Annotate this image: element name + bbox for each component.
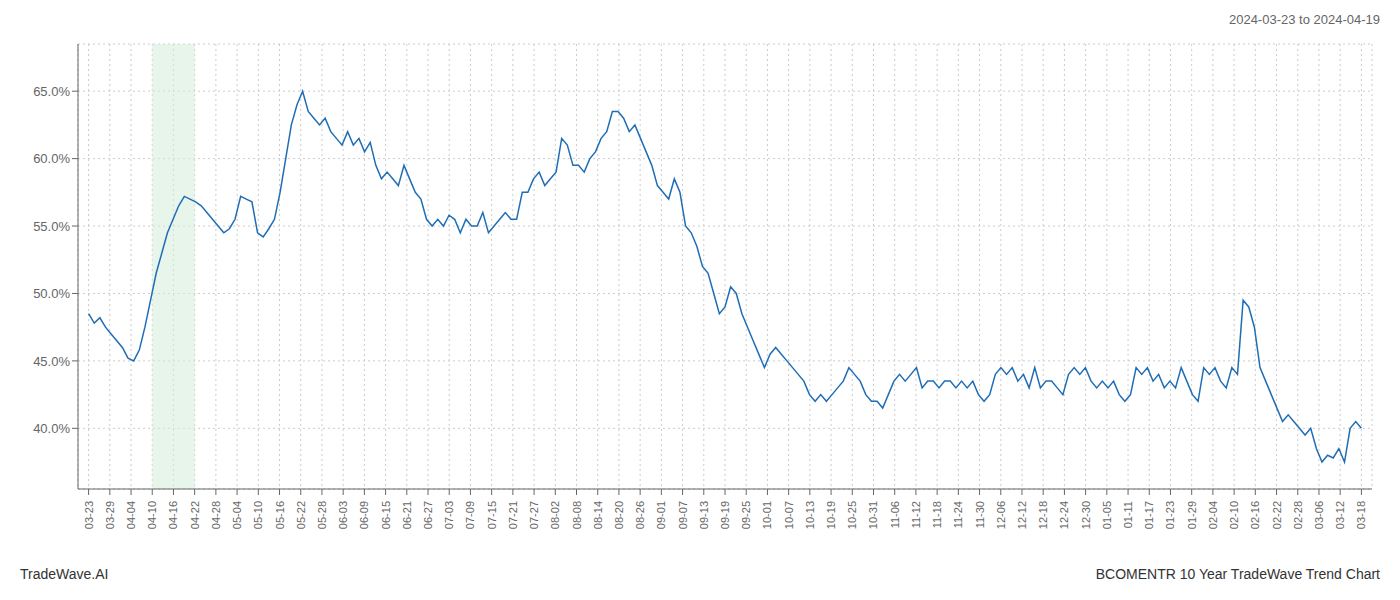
svg-text:10-07: 10-07 xyxy=(783,501,795,529)
svg-text:03-12: 03-12 xyxy=(1334,501,1346,529)
svg-text:08-26: 08-26 xyxy=(634,501,646,529)
svg-text:03-06: 03-06 xyxy=(1313,501,1325,529)
svg-text:05-04: 05-04 xyxy=(231,501,243,529)
svg-text:11-12: 11-12 xyxy=(910,501,922,528)
svg-text:09-07: 09-07 xyxy=(677,501,689,529)
svg-text:11-06: 11-06 xyxy=(889,501,901,528)
svg-text:12-06: 12-06 xyxy=(995,501,1007,529)
svg-text:11-30: 11-30 xyxy=(974,501,986,528)
svg-text:60.0%: 60.0% xyxy=(33,151,70,166)
svg-text:01-05: 01-05 xyxy=(1101,501,1113,529)
svg-text:04-16: 04-16 xyxy=(167,501,179,529)
svg-text:08-20: 08-20 xyxy=(613,501,625,529)
svg-text:04-28: 04-28 xyxy=(210,501,222,529)
svg-text:09-01: 09-01 xyxy=(655,501,667,529)
svg-text:04-04: 04-04 xyxy=(125,501,137,529)
svg-text:09-25: 09-25 xyxy=(740,501,752,529)
svg-text:02-28: 02-28 xyxy=(1292,501,1304,529)
svg-text:05-16: 05-16 xyxy=(274,501,286,529)
svg-text:04-22: 04-22 xyxy=(189,501,201,529)
svg-text:11-24: 11-24 xyxy=(952,501,964,528)
svg-text:07-27: 07-27 xyxy=(528,501,540,529)
svg-text:04-10: 04-10 xyxy=(146,501,158,529)
svg-text:07-03: 07-03 xyxy=(443,501,455,529)
svg-text:02-16: 02-16 xyxy=(1249,501,1261,529)
svg-text:06-27: 06-27 xyxy=(422,501,434,529)
svg-text:07-15: 07-15 xyxy=(486,501,498,529)
svg-text:10-01: 10-01 xyxy=(761,501,773,529)
svg-text:06-09: 06-09 xyxy=(358,501,370,529)
svg-text:02-10: 02-10 xyxy=(1228,501,1240,529)
svg-text:03-23: 03-23 xyxy=(83,501,95,529)
svg-text:10-31: 10-31 xyxy=(867,501,879,529)
svg-text:12-12: 12-12 xyxy=(1016,501,1028,529)
svg-text:50.0%: 50.0% xyxy=(33,286,70,301)
svg-text:12-18: 12-18 xyxy=(1037,501,1049,529)
svg-text:12-30: 12-30 xyxy=(1080,501,1092,529)
svg-text:01-11: 01-11 xyxy=(1122,501,1134,528)
svg-text:05-28: 05-28 xyxy=(316,501,328,529)
svg-text:02-22: 02-22 xyxy=(1271,501,1283,529)
svg-text:10-25: 10-25 xyxy=(846,501,858,529)
svg-text:10-13: 10-13 xyxy=(804,501,816,529)
svg-text:11-18: 11-18 xyxy=(931,501,943,528)
svg-text:45.0%: 45.0% xyxy=(33,354,70,369)
svg-text:06-21: 06-21 xyxy=(401,501,413,529)
svg-text:05-22: 05-22 xyxy=(295,501,307,529)
svg-text:55.0%: 55.0% xyxy=(33,219,70,234)
html-text:BCOMENTR 10 Year TradeWave Tre: BCOMENTR 10 Year TradeWave Trend Chart xyxy=(1095,566,1380,582)
svg-text:12-24: 12-24 xyxy=(1058,501,1070,529)
svg-text:06-15: 06-15 xyxy=(380,501,392,529)
svg-text:08-02: 08-02 xyxy=(549,501,561,529)
svg-text:06-03: 06-03 xyxy=(337,501,349,529)
html-text:2024-03-23 to 2024-04-19: 2024-03-23 to 2024-04-19 xyxy=(1228,12,1380,27)
svg-text:01-23: 01-23 xyxy=(1164,501,1176,529)
svg-text:08-08: 08-08 xyxy=(571,501,583,529)
svg-text:08-14: 08-14 xyxy=(592,501,604,529)
svg-text:02-04: 02-04 xyxy=(1207,501,1219,529)
svg-text:09-19: 09-19 xyxy=(719,501,731,529)
svg-text:07-21: 07-21 xyxy=(507,501,519,529)
svg-text:09-13: 09-13 xyxy=(698,501,710,529)
svg-text:03-18: 03-18 xyxy=(1355,501,1367,529)
svg-text:65.0%: 65.0% xyxy=(33,84,70,99)
svg-text:40.0%: 40.0% xyxy=(33,421,70,436)
svg-text:03-29: 03-29 xyxy=(104,501,116,529)
svg-text:01-29: 01-29 xyxy=(1186,501,1198,529)
svg-text:05-10: 05-10 xyxy=(252,501,264,529)
svg-text:10-19: 10-19 xyxy=(825,501,837,529)
svg-text:01-17: 01-17 xyxy=(1143,501,1155,529)
html-text:TradeWave.AI: TradeWave.AI xyxy=(20,566,109,582)
svg-text:07-09: 07-09 xyxy=(464,501,476,529)
